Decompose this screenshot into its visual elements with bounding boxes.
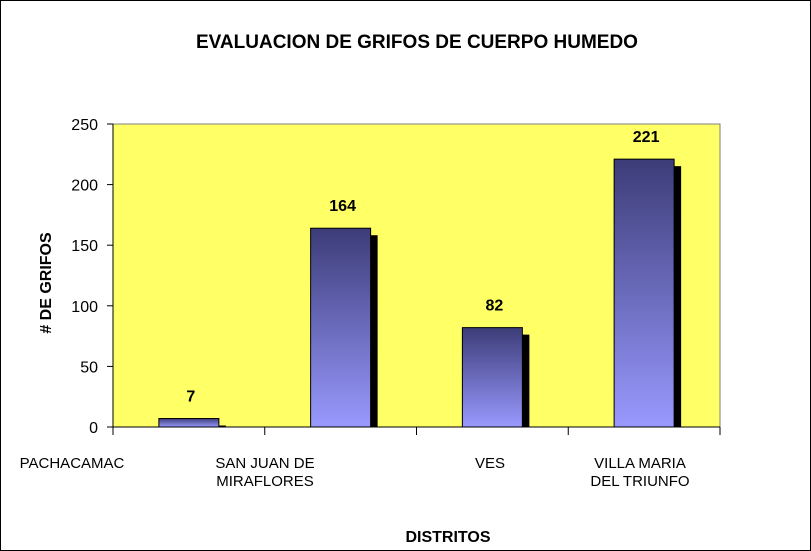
bar xyxy=(310,227,372,428)
y-tick-label: 150 xyxy=(71,238,98,255)
bar xyxy=(613,158,675,428)
y-tick-label: 100 xyxy=(71,299,98,316)
y-tick-label: 250 xyxy=(71,117,98,134)
bar xyxy=(461,327,523,428)
y-tick-label: 50 xyxy=(80,359,98,376)
value-label: 7 xyxy=(186,389,195,406)
y-axis-label: # DE GRIFOS xyxy=(38,232,55,334)
x-axis-label: DISTRITOS xyxy=(405,529,490,546)
value-label: 221 xyxy=(633,129,660,146)
x-tick-label: VILLA MARIA DEL TRIUNFO xyxy=(590,455,690,490)
bar xyxy=(158,418,220,428)
y-tick-label: 200 xyxy=(71,178,98,195)
value-label: 82 xyxy=(485,298,503,315)
chart-title: EVALUACION DE GRIFOS DE CUERPO HUMEDO xyxy=(196,32,638,53)
x-tick-label: PACHACAMAC xyxy=(19,455,125,472)
y-tick-label: 0 xyxy=(89,420,98,437)
value-label: 164 xyxy=(329,198,356,215)
x-tick-label: VES xyxy=(474,455,505,472)
x-tick-label: SAN JUAN DE MIRAFLORES xyxy=(215,455,315,490)
